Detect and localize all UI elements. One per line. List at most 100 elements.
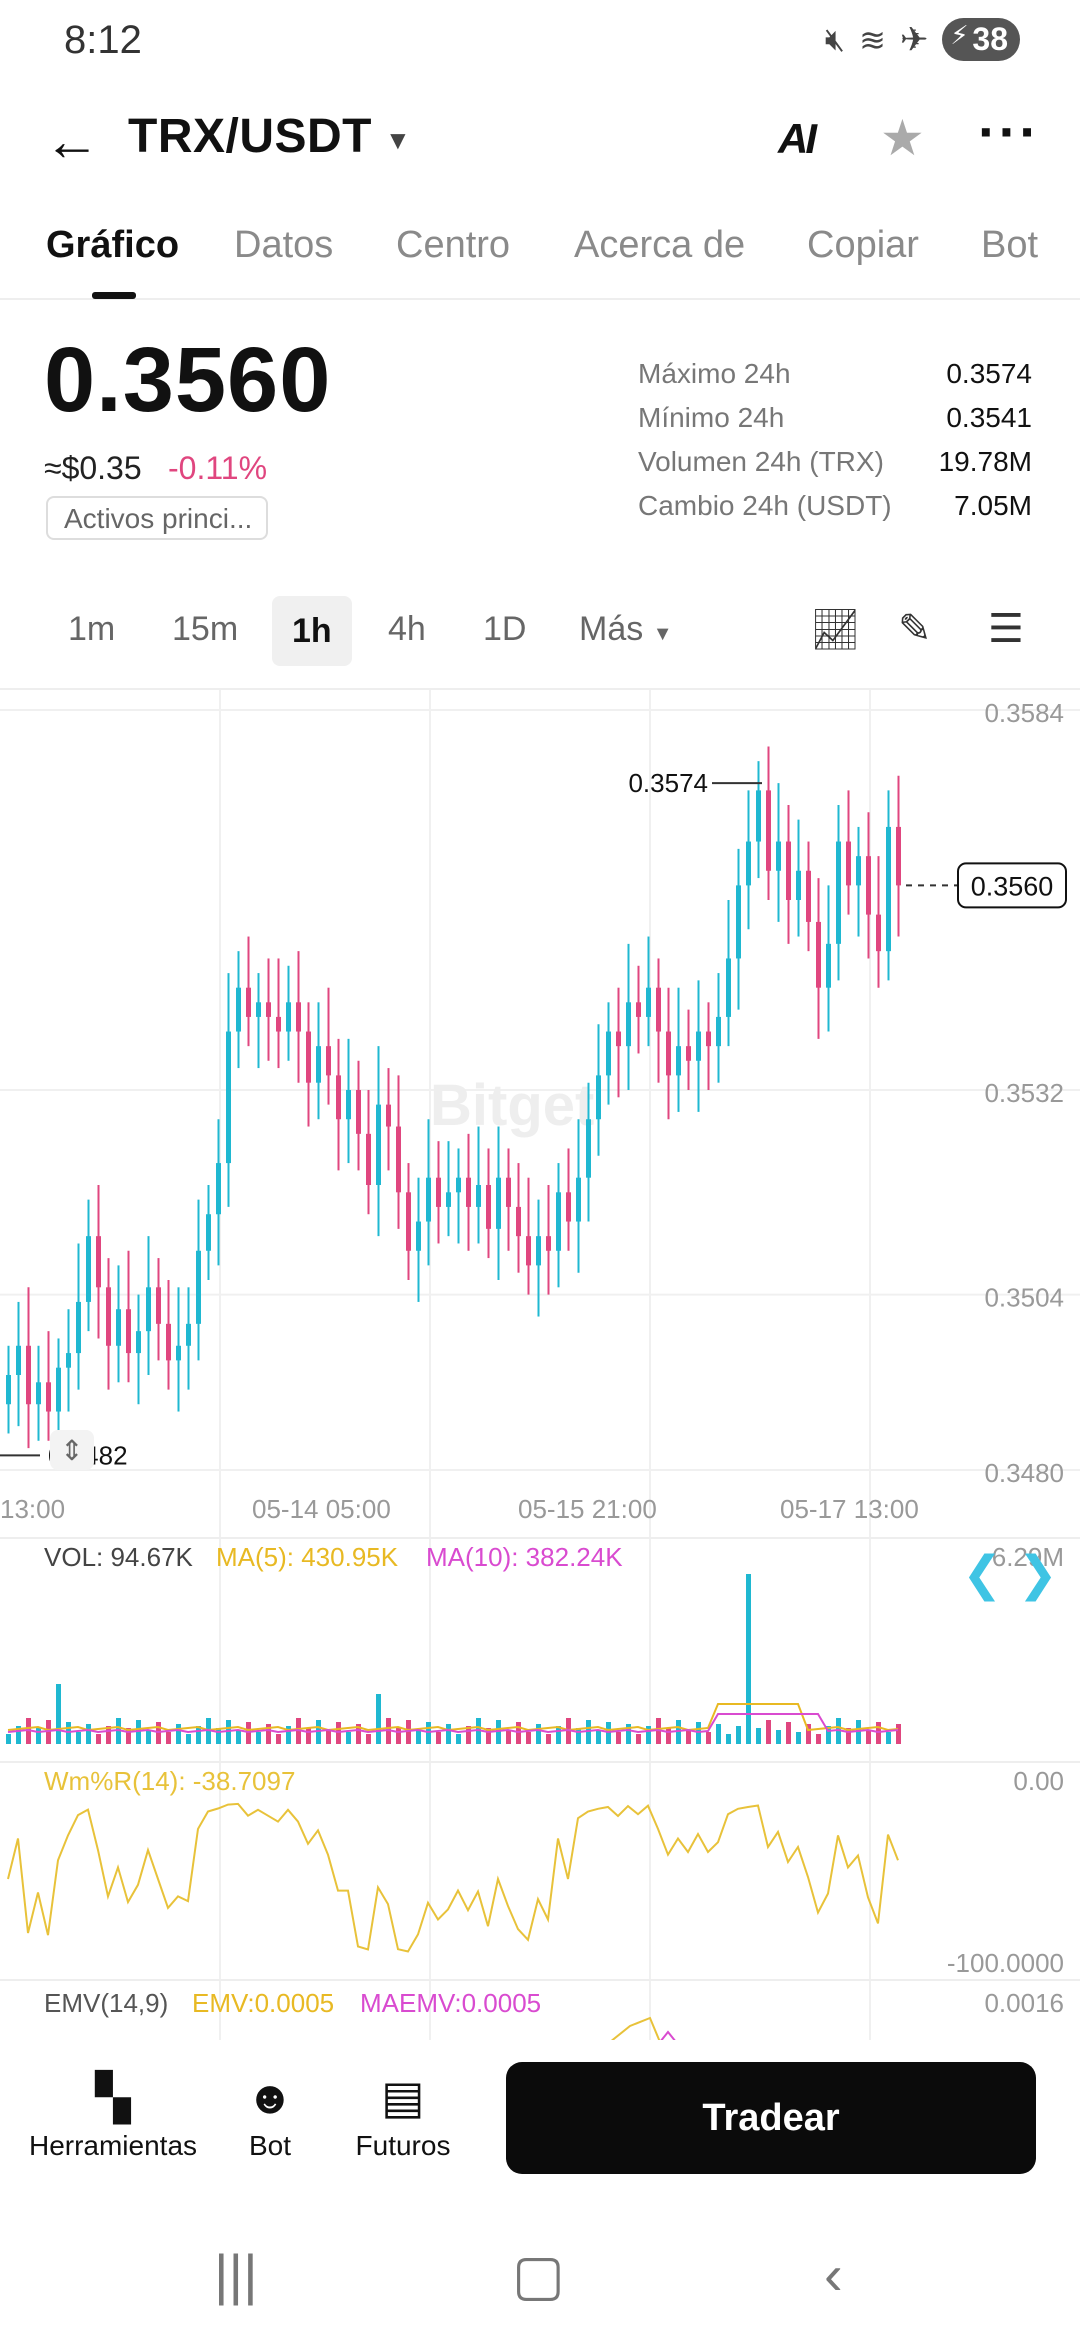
chart-type-icon[interactable]: 📈︎: [810, 608, 861, 652]
candle-body: [636, 1002, 641, 1017]
candle-body: [676, 1046, 681, 1076]
tab-acerca[interactable]: Acerca de: [574, 224, 746, 266]
header-bar: ← TRX/USDT ▼ AI ★ ···: [0, 95, 1080, 195]
scroll-handle-icon: ⇕: [60, 1434, 83, 1467]
volume-bar: [106, 1726, 111, 1744]
x-tick-label: 13:00: [0, 1494, 65, 1524]
timeframe-1d[interactable]: 1D: [483, 610, 527, 648]
candle-body: [456, 1177, 461, 1193]
arrow-left-icon[interactable]: ←: [44, 109, 100, 172]
volume-bar: [36, 1728, 41, 1744]
volume-ma10-label: MA(10): 382.24K: [426, 1542, 623, 1572]
candle-body: [536, 1236, 541, 1266]
volume-bar: [86, 1724, 91, 1744]
candle-body: [116, 1309, 121, 1346]
volume-bar: [626, 1724, 631, 1744]
asset-tag[interactable]: Activos princi...: [46, 496, 268, 540]
candle-body: [566, 1192, 571, 1222]
volume-bar: [456, 1734, 461, 1744]
volume-bar: [856, 1720, 861, 1744]
bot-button[interactable]: ☻ Bot: [230, 2070, 310, 2162]
candle-body: [446, 1192, 451, 1207]
candle-body: [516, 1206, 521, 1237]
emv-value-label: EMV:0.0005: [192, 1988, 334, 2018]
settings-icon[interactable]: ☰: [988, 607, 1024, 651]
timeframe-15m[interactable]: 15m: [172, 610, 239, 648]
bot-icon: ☻: [245, 2071, 295, 2123]
candle-body: [756, 790, 761, 842]
candle-body: [126, 1309, 131, 1354]
timeframe-more-label: Más: [579, 610, 644, 648]
chart-canvas[interactable]: 0.35840.35320.35040.3480Bitget0.35740.34…: [0, 690, 1080, 2042]
volume-bar: [76, 1732, 81, 1744]
tools-button[interactable]: ▚ Herramientas: [28, 2070, 198, 2162]
volume-bar: [16, 1726, 21, 1744]
tab-centro[interactable]: Centro: [396, 224, 511, 266]
timeframe-bar: 1m 15m 1h 4h 1D Más ▼ 📈︎ ✎ ☰: [0, 596, 1080, 670]
candle-body: [686, 1046, 691, 1061]
candle-body: [36, 1382, 41, 1405]
volume-max-label: 6.29M: [992, 1542, 1064, 1572]
timeframe-1h[interactable]: 1h: [272, 596, 352, 666]
recent-apps-icon[interactable]: |||: [214, 2243, 258, 2306]
wr-top-label: 0.00: [1013, 1766, 1064, 1796]
volume-bar: [66, 1722, 71, 1744]
trade-button[interactable]: Tradear: [506, 2062, 1036, 2174]
x-tick-label: 05-17 13:00: [780, 1494, 919, 1524]
volume-bar: [796, 1732, 801, 1744]
volume-ma10-line: [7, 1713, 899, 1734]
tools-label: Herramientas: [28, 2130, 198, 2161]
pair-selector[interactable]: TRX/USDT: [128, 110, 372, 163]
maemv-value-label: MAEMV:0.0005: [360, 1988, 541, 2018]
candle-body: [506, 1177, 511, 1207]
home-icon[interactable]: ▢: [512, 2243, 565, 2306]
y-tick-label: 0.3584: [984, 698, 1064, 728]
caret-down-icon[interactable]: ▼: [385, 125, 411, 155]
volume-bar: [266, 1724, 271, 1744]
draw-icon[interactable]: ✎: [898, 607, 932, 651]
candle-body: [156, 1287, 161, 1324]
candle-body: [596, 1075, 601, 1120]
futures-button[interactable]: ▤ Futuros: [348, 2070, 458, 2162]
volume-bar: [776, 1730, 781, 1744]
candle-body: [76, 1301, 81, 1354]
star-icon[interactable]: ★: [880, 110, 925, 166]
volume-bar: [636, 1734, 641, 1744]
price-chart[interactable]: 0.35840.35320.35040.3480Bitget0.35740.34…: [0, 688, 1080, 2042]
candle-body: [606, 1031, 611, 1076]
volume-bar: [586, 1720, 591, 1744]
bot-label: Bot: [248, 2130, 292, 2161]
candle-body: [466, 1177, 471, 1207]
volume-bar: [356, 1724, 361, 1744]
back-nav-icon[interactable]: ‹: [824, 2243, 843, 2306]
volume-bar: [176, 1724, 181, 1744]
volume-bar: [56, 1684, 61, 1744]
tab-datos[interactable]: Datos: [234, 224, 334, 266]
candle-body: [746, 841, 751, 886]
tab-copiar[interactable]: Copiar: [807, 224, 919, 266]
volume-bar: [466, 1726, 471, 1744]
volume-bar: [396, 1728, 401, 1744]
ai-button[interactable]: AI: [778, 115, 817, 162]
volume-bar: [806, 1724, 811, 1744]
candle-body: [786, 841, 791, 900]
volume-bar: [156, 1722, 161, 1744]
candle-body: [226, 1031, 231, 1164]
candle-body: [866, 856, 871, 915]
tab-grafico[interactable]: Gráfico: [46, 224, 180, 266]
volume-bar: [606, 1722, 611, 1744]
timeframe-4h[interactable]: 4h: [388, 610, 426, 648]
more-icon[interactable]: ···: [978, 100, 1040, 163]
timeframe-more[interactable]: Más ▼: [579, 610, 672, 649]
volume-bar: [766, 1720, 771, 1744]
last-price-tag: [957, 862, 1067, 909]
wr-label: Wm%R(14): -38.7097: [44, 1766, 295, 1796]
stat-value-volume: 19.78M: [938, 446, 1032, 477]
timeframe-1m[interactable]: 1m: [68, 610, 116, 648]
scroll-handle: [50, 1430, 94, 1470]
tab-bot[interactable]: Bot: [981, 224, 1039, 266]
candle-body: [66, 1353, 71, 1368]
x-tick-label: 05-15 21:00: [518, 1494, 657, 1524]
volume-bar: [536, 1724, 541, 1744]
candle-body: [96, 1236, 101, 1288]
